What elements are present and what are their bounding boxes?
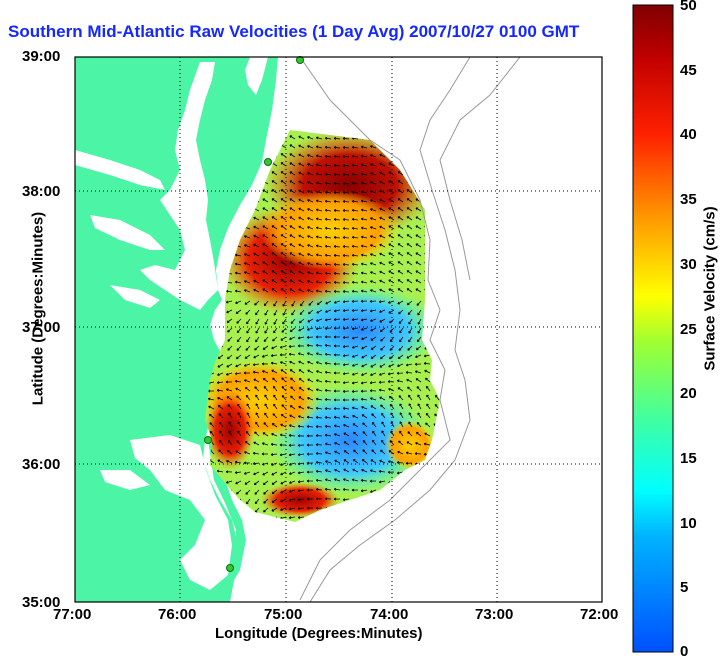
grid [75, 57, 602, 602]
x-tick-label: 77:00 [53, 606, 92, 623]
colorbar-tick-label: 45 [680, 62, 697, 79]
colorbar [632, 4, 674, 653]
chesapeake-bay [140, 62, 218, 310]
colorbar-label: Surface Velocity (cm/s) [701, 206, 719, 371]
map-title: Southern Mid-Atlantic Raw Velocities (1 … [8, 22, 580, 41]
x-tick-label: 72:00 [580, 606, 619, 623]
colorbar-tick-label: 35 [680, 191, 697, 208]
y-tick-label: 37:00 [22, 319, 61, 336]
colorbar-tick-label: 40 [680, 126, 697, 143]
colorbar-tick-label: 0 [680, 643, 689, 660]
x-tick-label: 73:00 [475, 606, 514, 623]
x-axis-label: Longitude (Degrees:Minutes) [215, 625, 423, 642]
outer-banks [208, 440, 246, 580]
colorbar-tick-label: 20 [680, 385, 697, 402]
colorbar-tick-label: 10 [680, 515, 697, 532]
colorbar-tick-label: 15 [680, 450, 697, 467]
plot-frame [74, 56, 603, 603]
x-tick-label: 75:00 [264, 606, 303, 623]
bathymetry-contour [299, 57, 451, 601]
x-tick-label: 76:00 [158, 606, 197, 623]
x-tick-label: 74:00 [370, 606, 409, 623]
colorbar-tick-label: 25 [680, 321, 697, 338]
y-tick-label: 38:00 [22, 183, 61, 200]
station-markers [204, 56, 304, 572]
colorbar-tick-label: 5 [680, 579, 689, 596]
colorbar-tick-label: 30 [680, 256, 697, 273]
y-tick-label: 35:00 [22, 594, 61, 611]
pamlico-sound [130, 435, 232, 590]
land-mass [75, 57, 278, 602]
colorbar-tick-label: 50 [680, 0, 697, 14]
y-tick-label: 39:00 [22, 48, 61, 65]
y-axis-label: Latitude (Degrees:Minutes) [29, 211, 47, 406]
y-tick-label: 36:00 [22, 456, 61, 473]
